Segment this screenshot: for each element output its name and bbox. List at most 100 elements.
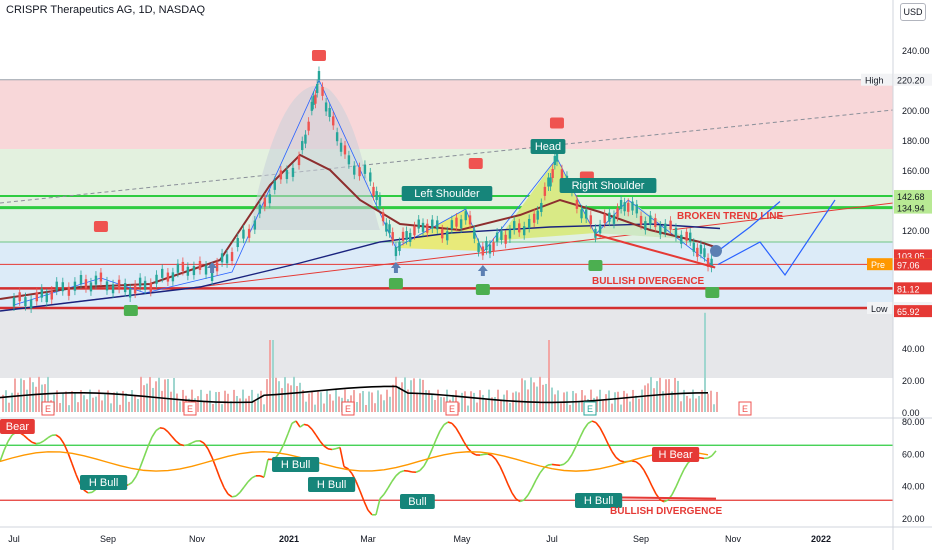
candle-body <box>56 282 58 291</box>
volume-bar <box>212 404 214 412</box>
rsi-segment <box>700 458 704 459</box>
volume-bar <box>311 391 313 412</box>
volume-bar <box>5 390 7 412</box>
candle-body <box>518 223 520 232</box>
candle-body <box>594 229 596 238</box>
volume-bar <box>488 390 490 412</box>
volume-bar <box>368 392 370 412</box>
volume-bar <box>359 393 361 412</box>
rsi-h-bull-label-1-text: H Bull <box>89 477 118 489</box>
volume-bar <box>632 390 634 412</box>
x-tick-1: Sep <box>100 534 116 544</box>
volume-bar <box>62 393 64 412</box>
chart-title: CRISPR Therapeutics AG, 1D, NASDAQ <box>6 4 205 16</box>
earnings-marker-text: E <box>187 404 193 414</box>
volume-bar <box>257 394 259 412</box>
volume-bar <box>164 379 166 412</box>
candle-body <box>193 266 195 275</box>
rsi-bull-label: Bull <box>400 494 435 509</box>
candle-body <box>80 275 82 284</box>
volume-bar <box>626 393 628 412</box>
currency-button[interactable]: USD <box>900 3 926 21</box>
volume-bar <box>716 392 718 412</box>
volume-bar <box>680 401 682 412</box>
candle-body <box>167 273 169 282</box>
volume-bar <box>242 390 244 412</box>
candle-body <box>205 266 207 275</box>
rsi-segment <box>304 424 308 425</box>
volume-bar <box>713 404 715 412</box>
candle-body <box>608 213 610 222</box>
candle-body <box>182 262 184 271</box>
candle-body <box>318 71 320 80</box>
volume-bar <box>125 393 127 412</box>
rsi-segment <box>632 461 636 462</box>
rsi-h-bear-label: H Bear <box>652 447 699 462</box>
candle-body <box>426 224 428 233</box>
volume-bar <box>281 388 283 412</box>
candle-body <box>485 241 487 250</box>
candle-body <box>106 281 108 290</box>
volume-bar <box>707 394 709 412</box>
volume-tick-1: 20.00 <box>902 376 925 386</box>
volume-bar <box>302 390 304 412</box>
bullish-divergence-label: BULLISH DIVERGENCE <box>592 276 705 287</box>
volume-bar <box>149 377 151 412</box>
candle-body <box>199 261 201 270</box>
rsi-segment <box>232 496 236 497</box>
candle-body <box>561 169 563 178</box>
earnings-marker-text: E <box>742 404 748 414</box>
rsi-tick-3: 20.00 <box>902 514 925 524</box>
candle-body <box>211 272 213 281</box>
candle-body <box>659 226 661 235</box>
volume-bar <box>611 404 613 412</box>
candle-body <box>460 219 462 228</box>
volume-bar <box>245 399 247 412</box>
volume-bar <box>248 396 250 412</box>
volume-bar <box>644 385 646 412</box>
price-label-0: 220.20 <box>897 76 925 86</box>
right-shoulder-label: Right Shoulder <box>560 178 657 193</box>
volume-bar <box>443 397 445 412</box>
candle-body <box>405 231 407 240</box>
volume-bar <box>290 385 292 412</box>
x-tick-2: Nov <box>189 534 206 544</box>
candle-body <box>398 242 400 251</box>
candle-body <box>254 221 256 230</box>
x-tick-6: Jul <box>546 534 558 544</box>
volume-bar <box>641 390 643 412</box>
price-label-5: 97.06 <box>897 260 920 270</box>
volume-bar <box>467 406 469 412</box>
volume-bar <box>677 381 679 412</box>
volume-bar <box>629 402 631 412</box>
price-tag-4: Pre <box>871 260 885 270</box>
volume-bar <box>482 395 484 412</box>
candle-body <box>231 252 233 261</box>
volume-bar <box>383 400 385 412</box>
price-tick-0: 240.00 <box>902 46 930 56</box>
volume-bar <box>665 379 667 412</box>
volume-bar <box>95 397 97 412</box>
price-label-1: 142.68 <box>897 192 925 202</box>
volume-bar <box>239 398 241 412</box>
volume-bar <box>647 383 649 412</box>
price-label-2: 134.94 <box>897 204 925 214</box>
candle-body <box>441 229 443 238</box>
candle-body <box>489 245 491 254</box>
volume-bar <box>308 393 310 412</box>
volume-bar <box>362 391 364 412</box>
volume-bar <box>77 402 79 412</box>
rsi-h-bear-label-text: H Bear <box>658 449 693 461</box>
volume-bar <box>152 388 154 412</box>
candle-body <box>51 291 53 300</box>
sell-signal-marker-1 <box>94 221 108 232</box>
candle-body <box>418 220 420 229</box>
volume-bar <box>236 396 238 412</box>
volume-bar <box>332 401 334 412</box>
zone-blue <box>0 242 893 308</box>
sell-signal-marker-0 <box>312 50 326 61</box>
candle-body <box>533 214 535 223</box>
candle-body <box>693 243 695 252</box>
volume-bar <box>545 384 547 412</box>
zone-grey <box>0 308 893 378</box>
